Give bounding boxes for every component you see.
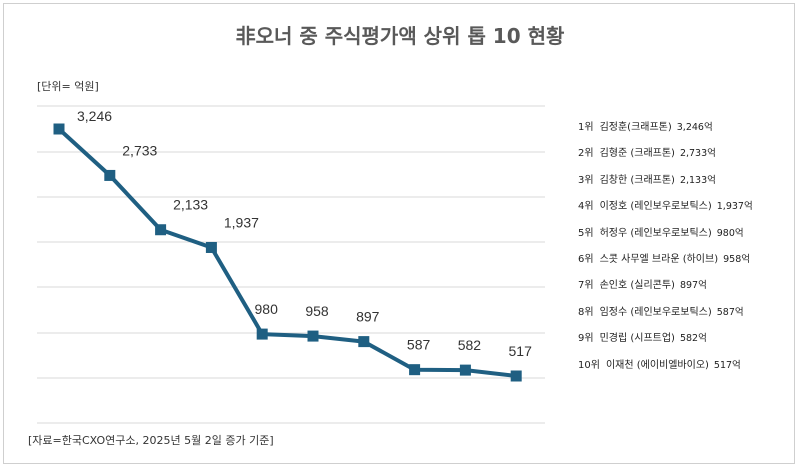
legend-rank: 2위 [578,148,594,160]
legend-name: 스콧 사무엘 브라운 (하이브) [599,253,719,265]
data-label: 587 [407,337,431,353]
legend-amount: 2,733억 [679,148,716,160]
data-point [53,123,65,135]
gridlines [37,105,545,424]
legend-name: 민경립 (시프트업) [599,333,675,345]
data-point [205,241,217,253]
legend-amount: 587억 [716,306,744,318]
legend-amount: 3,246억 [676,122,713,133]
legend-name: 허정우 (레인보우로보틱스) [599,227,712,239]
legend-amount: 582억 [679,333,707,345]
legend-rank: 7위 [578,280,594,292]
legend-name: 이재천 (에이비엘바이오) [605,359,709,371]
data-point [510,370,522,382]
legend-rank: 3위 [578,174,594,186]
data-point [307,330,319,342]
legend-name: 김창한 (크래프톤) [599,174,675,186]
data-label: 1,937 [224,214,259,230]
data-label: 958 [305,303,329,319]
legend-amount: 1,937억 [716,201,753,213]
legend-rank: 6위 [578,253,594,265]
legend-rank: 4위 [578,201,594,213]
chart-title: 非오너 중 주식평가액 상위 톱 10 현황 [235,24,565,48]
legend-name: 김정훈(크래프톤) [599,122,672,133]
data-label: 517 [509,343,533,359]
legend-name: 김형준 (크래프톤) [599,148,675,160]
legend-amount: 2,133억 [679,174,716,186]
ranking-legend: 1위 김정훈(크래프톤) 3,246억 2위 김형준 (크래프톤) 2,733억 3위 김창한… [578,120,753,384]
legend-item: 10위 이재천 (에이비엘바이오) 517억 [578,358,753,384]
legend-rank: 5위 [578,227,594,239]
data-label: 582 [458,337,482,353]
legend-rank: 10위 [578,359,600,371]
data-label: 897 [356,309,380,325]
legend-amount: 980억 [716,227,744,239]
legend-item: 6위 스콧 사무엘 브라운 (하이브) 958억 [578,252,753,278]
data-label: 2,733 [122,142,157,158]
legend-item: 8위 임정수 (레인보우로보틱스) 587억 [578,305,753,331]
data-point [459,364,471,376]
legend-item: 5위 허정우 (레인보우로보틱스) 980억 [578,226,753,252]
data-labels: 3,246 2,733 2,133 1,937 980 958 897 587 582 517 [77,108,532,359]
data-label: 2,133 [173,197,208,213]
data-point [256,328,268,340]
data-point [155,224,167,236]
legend-name: 임정수 (레인보우로보틱스) [599,306,712,318]
data-label: 3,246 [77,108,112,124]
legend-rank: 1위 [578,122,594,133]
legend-item: 4위 이정호 (레인보우로보틱스) 1,937억 [578,199,753,225]
data-point [409,364,421,376]
legend-item: 2위 김형준 (크래프톤) 2,733억 [578,146,753,172]
data-point [358,336,370,348]
chart-frame [3,3,795,464]
legend-name: 손인호 (실리콘투) [599,280,675,292]
data-point [104,169,116,181]
series-line [57,127,517,378]
legend-amount: 897억 [679,280,707,292]
legend-amount: 958억 [723,253,750,265]
legend-amount: 517억 [713,359,741,371]
data-label: 980 [255,301,279,317]
legend-item: 9위 민경립 (시프트업) 582억 [578,331,753,357]
source-note: [자료=한국CXO연구소, 2025년 5월 2일 증가 기준] [28,434,274,447]
legend-rank: 8위 [578,306,594,318]
unit-label: [단위= 억원] [37,80,99,93]
legend-item: 1위 김정훈(크래프톤) 3,246억 [578,120,753,146]
legend-rank: 9위 [578,333,594,345]
data-markers [53,123,522,382]
legend-name: 이정호 (레인보우로보틱스) [599,201,712,213]
legend-item: 3위 김창한 (크래프톤) 2,133억 [578,173,753,199]
legend-item: 7위 손인호 (실리콘투) 897억 [578,278,753,304]
